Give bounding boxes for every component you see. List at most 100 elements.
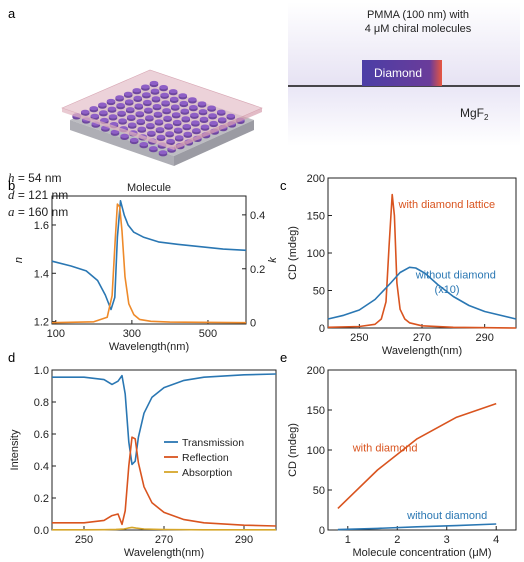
panel-label-b: b (8, 178, 15, 193)
nanodisk (149, 80, 159, 86)
series-line-k (51, 203, 247, 324)
nanodisk (171, 104, 180, 109)
nanodisk (209, 120, 218, 126)
nanodisk (191, 120, 200, 125)
nanodisk (158, 150, 168, 155)
nanodisk (183, 131, 192, 136)
x-tick-label: 4 (493, 534, 499, 546)
nanodisk (159, 85, 168, 90)
nanodisk (178, 93, 187, 98)
nanodisk (98, 102, 107, 107)
nanodisk (172, 112, 181, 117)
nanodisk (106, 98, 116, 104)
y-tick-label: 50 (313, 485, 325, 497)
x-tick-label: 250 (350, 332, 368, 344)
pmma-label-line1: PMMA (100 nm) with (367, 9, 469, 21)
nanodisk (127, 114, 136, 119)
series-line-n (51, 200, 247, 311)
nanodisk (218, 117, 227, 122)
nanodisk (145, 115, 154, 120)
nanodisk (133, 95, 142, 100)
nanodisk (130, 137, 139, 143)
nanodisk (155, 127, 165, 132)
diamond-label: Diamond (374, 66, 422, 80)
legend-entry: Absorption (182, 467, 232, 479)
nanodisk (164, 123, 173, 128)
nanodisk (180, 108, 189, 113)
nanodisk (147, 130, 156, 135)
nanodisk (226, 113, 235, 118)
y-axis-label: n (13, 257, 25, 263)
metasurface-illustration (61, 69, 263, 166)
x-tick-label: 2 (394, 534, 400, 546)
y-tick-label: 150 (307, 211, 325, 223)
x-axis-label: Wavelength(nm) (124, 547, 204, 559)
legend-entry: Transmission (182, 437, 244, 449)
y-axis-label: Intensity (9, 429, 21, 470)
nanodisk (99, 110, 108, 115)
nanodisk (115, 95, 124, 100)
x-tick-label: 1 (345, 534, 351, 546)
nanodisk (132, 88, 141, 93)
legend-entry: Reflection (182, 452, 229, 464)
nanodisk (107, 106, 117, 111)
y2-axis-label: k (267, 257, 279, 263)
chart-title: Molecule (127, 182, 171, 194)
nanodisk (135, 111, 144, 116)
nanodisk (156, 134, 166, 139)
y-tick-label: 150 (307, 405, 325, 417)
nanodisk (144, 107, 153, 112)
nanodisk (116, 103, 125, 108)
y-tick-label: 1.2 (34, 317, 49, 329)
nanodisk (124, 91, 133, 96)
y-tick-label: 0 (319, 323, 325, 335)
nanodisk (169, 89, 178, 94)
nanodisk (149, 146, 158, 151)
nanodisk (192, 128, 201, 133)
nanodisk (108, 114, 118, 119)
y-tick-label: 0.6 (34, 429, 49, 441)
nanodisk (153, 111, 163, 116)
nanodisk (142, 92, 151, 97)
series-line-transmission (52, 373, 277, 466)
panel-label-a: a (8, 6, 16, 21)
x-tick-label: 270 (413, 332, 431, 344)
nanodisk (161, 100, 170, 105)
nanodisk (154, 119, 164, 124)
nanodisk (199, 116, 209, 121)
plot-frame (51, 195, 247, 325)
nanodisk (151, 96, 161, 101)
x-axis-label: Wavelength(nm) (382, 345, 462, 357)
nanodisk (143, 99, 152, 105)
nanodisk (117, 110, 126, 115)
nanodisk (181, 116, 190, 121)
svg-text:d = 121 nm: d = 121 nm (8, 187, 68, 202)
nanodisk-array (72, 80, 245, 157)
annotation-with-diamond-lattice: with diamond lattice (398, 199, 496, 211)
y-axis-label: CD (mdeg) (287, 423, 299, 477)
nanodisk (163, 115, 172, 120)
nanodisk (81, 109, 90, 114)
nanodisk (118, 118, 127, 123)
nanodisk (208, 113, 217, 118)
y-tick-label: 0.0 (34, 525, 49, 537)
annotation-with-diamond: with diamond (352, 443, 418, 455)
x-tick-label: 3 (444, 534, 450, 546)
svg-text:a = 160 nm: a = 160 nm (8, 204, 68, 219)
chart-d-intensity: 0.0 0.2 0.4 0.6 0.8 1.0 250 270 290 Wavelength(nm… (9, 365, 277, 559)
nanodisk (152, 104, 162, 109)
x-tick-label: 290 (475, 332, 493, 344)
series-line-with-diamond-lattice (327, 193, 517, 329)
annotation-x10: (x10) (435, 284, 460, 296)
nanodisk (170, 96, 179, 101)
y-tick-label: 200 (307, 365, 325, 377)
nanodisk (160, 92, 169, 97)
geometry-params: h = 54 nm d = 121 nm a = 160 nm (8, 170, 68, 219)
nanodisk (162, 108, 171, 113)
nanodisk (200, 124, 210, 129)
x-tick-label: 290 (235, 534, 253, 546)
y2-tick-label: 0.4 (250, 210, 265, 222)
panel-label-c: c (280, 178, 287, 193)
